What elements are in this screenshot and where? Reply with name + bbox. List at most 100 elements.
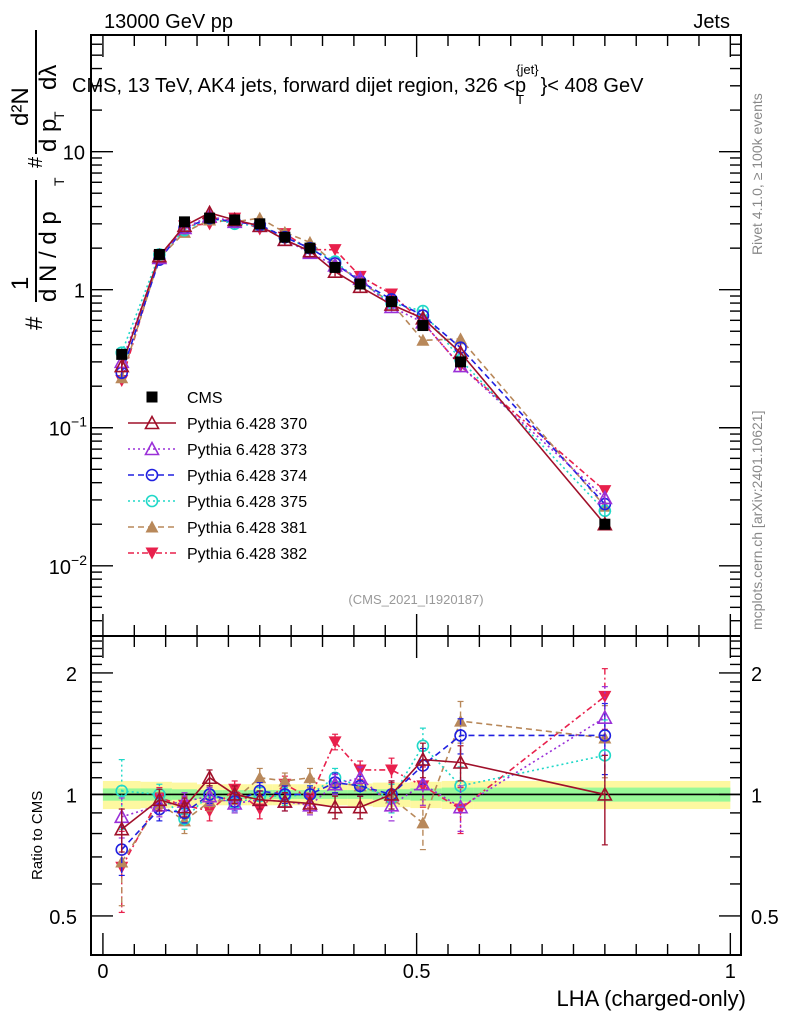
marker-triangle-down — [385, 764, 399, 777]
marker-triangle-up — [201, 788, 218, 803]
marker-triangle-up — [144, 414, 160, 430]
ratio-y-tick-label-right: 2 — [751, 664, 762, 686]
marker-square — [417, 320, 429, 332]
legend-label: CMS — [187, 390, 223, 407]
svg-text:}< 408 GeV: }< 408 GeV — [541, 75, 645, 97]
marker-triangle-up — [352, 769, 369, 785]
y-tick-exponent: −2 — [71, 552, 87, 568]
marker-triangle-up — [416, 333, 430, 346]
marker-triangle-up — [327, 798, 343, 814]
marker-triangle-down — [145, 547, 159, 560]
marker-square — [279, 231, 291, 243]
x-tick-label: 0 — [97, 961, 108, 983]
ratio-line — [121, 720, 605, 863]
marker-square — [455, 356, 467, 368]
marker-triangle-up — [415, 776, 431, 791]
mcplots-label: mcplots.cern.ch [arXiv:2401.10621] — [749, 411, 765, 630]
marker-triangle-up — [226, 795, 243, 810]
marker-triangle-up — [415, 751, 431, 766]
marker-square — [204, 212, 216, 224]
legend-item: Pythia 6.428 373 — [128, 440, 307, 459]
svg-text:T: T — [516, 92, 524, 107]
legend-item: Pythia 6.428 381 — [128, 520, 307, 537]
y-tick-exponent: −1 — [71, 414, 87, 430]
svg-text:dλ: dλ — [35, 65, 62, 90]
header-right: Jets — [693, 11, 730, 33]
svg-text:#: # — [25, 156, 47, 168]
ratio-y-tick-label: 2 — [66, 664, 77, 686]
marker-square — [329, 261, 341, 273]
ratio-series — [113, 668, 613, 914]
ratio-axes: 0.5 0.5 1 1 2 2 0 0.5 1 — [49, 635, 779, 983]
marker-square — [153, 248, 165, 260]
legend: CMS Pythia 6.428 370 Pythia 6.428 373 Pythi… — [128, 390, 307, 563]
marker-triangle-up — [452, 754, 469, 769]
marker-triangle-up — [113, 357, 130, 373]
ratio-y-tick-label-right: 0.5 — [751, 907, 779, 929]
svg-text:d p: d p — [35, 119, 62, 152]
analysis-watermark: (CMS_2021_I1920187) — [348, 592, 483, 607]
marker-circle — [353, 779, 367, 793]
series-pythia-6-428-374 — [115, 211, 612, 511]
svg-text:T: T — [51, 111, 67, 120]
marker-triangle-up — [278, 774, 292, 787]
series-pythia-6-428-373 — [113, 208, 613, 505]
legend-label: Pythia 6.428 375 — [187, 494, 307, 511]
main-series — [113, 204, 613, 531]
marker-square — [354, 278, 366, 290]
marker-triangle-up — [327, 776, 343, 791]
marker-circle — [145, 494, 159, 508]
legend-label: Pythia 6.428 382 — [187, 546, 307, 563]
marker-triangle-up — [383, 797, 400, 812]
legend-label: Pythia 6.428 370 — [187, 416, 307, 433]
marker-triangle-up — [253, 771, 267, 784]
marker-triangle-up — [251, 791, 268, 807]
x-tick-label: 1 — [725, 961, 736, 983]
marker-circle — [598, 729, 612, 742]
series-line — [120, 217, 606, 505]
marker-square — [146, 391, 158, 403]
svg-text:1: 1 — [7, 277, 34, 290]
x-tick-label: 0.5 — [403, 961, 431, 983]
y-tick-label: 10−2 — [49, 552, 87, 579]
ratio-ylabel: Ratio to CMS — [29, 791, 46, 880]
y-tick-label: 1 — [74, 281, 85, 303]
marker-triangle-up — [145, 520, 159, 533]
marker-triangle-up — [597, 709, 613, 724]
marker-square — [178, 216, 190, 228]
marker-triangle-down — [328, 736, 342, 749]
marker-triangle-up — [353, 779, 367, 792]
marker-triangle-down — [328, 244, 342, 257]
marker-triangle-up — [201, 769, 218, 785]
series-line — [120, 217, 606, 507]
marker-triangle-up — [151, 791, 168, 807]
y-tick-base: 10 — [49, 557, 71, 579]
legend-item: Pythia 6.428 374 — [128, 468, 307, 485]
marker-triangle-up — [452, 798, 469, 814]
marker-triangle-up — [454, 332, 468, 345]
ratio-y-tick-label: 1 — [66, 785, 77, 807]
series-line — [120, 217, 606, 512]
marker-triangle-up — [303, 771, 317, 784]
series-pythia-6-428-381 — [115, 211, 612, 512]
marker-triangle-up — [113, 821, 130, 836]
marker-circle — [115, 784, 129, 798]
main-ylabel: # 1 d N / d p T # d²N d p T dλ — [7, 30, 67, 330]
marker-triangle-up — [302, 795, 318, 810]
marker-triangle-up — [597, 489, 613, 505]
marker-triangle-up — [176, 219, 193, 235]
svg-text:CMS, 13 TeV, AK4 jets, forward: CMS, 13 TeV, AK4 jets, forward dijet reg… — [72, 75, 526, 97]
marker-square — [599, 518, 611, 530]
marker-triangle-up — [352, 798, 369, 814]
svg-text:#: # — [21, 316, 48, 330]
marker-circle — [454, 729, 467, 742]
series-cms — [116, 212, 611, 530]
legend-item: CMS — [146, 390, 223, 407]
legend-label: Pythia 6.428 374 — [187, 468, 307, 485]
svg-text:{jet}: {jet} — [516, 62, 539, 77]
marker-square — [116, 348, 128, 360]
marker-triangle-up — [144, 440, 160, 456]
marker-square — [386, 296, 398, 308]
marker-square — [254, 218, 266, 230]
